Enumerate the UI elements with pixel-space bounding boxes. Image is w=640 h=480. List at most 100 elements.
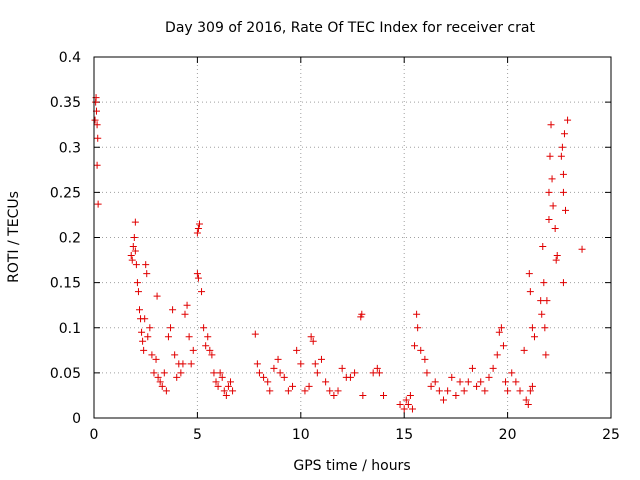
- y-tick-label: 0.15: [50, 276, 81, 292]
- plot-frame: [93, 56, 612, 419]
- data-point: [477, 378, 485, 386]
- data-point: [198, 288, 206, 296]
- data-point: [200, 324, 208, 332]
- data-point: [193, 270, 201, 278]
- data-point: [408, 405, 416, 413]
- data-point: [208, 351, 216, 359]
- data-point: [135, 306, 143, 314]
- data-point: [427, 382, 435, 390]
- data-point: [524, 400, 532, 408]
- data-point: [255, 369, 263, 377]
- x-tick-label: 25: [602, 427, 620, 443]
- data-point: [495, 328, 503, 336]
- data-point: [141, 315, 149, 323]
- data-point: [260, 373, 268, 381]
- data-point: [187, 360, 195, 368]
- data-point: [549, 202, 557, 210]
- data-point: [562, 206, 570, 214]
- data-point: [140, 346, 148, 354]
- x-tick-label: 0: [90, 427, 99, 443]
- data-point: [396, 400, 404, 408]
- data-point: [91, 116, 99, 124]
- data-point: [525, 270, 533, 278]
- data-point: [280, 373, 288, 381]
- data-point: [545, 215, 553, 223]
- data-point: [421, 355, 429, 363]
- x-tick-label: 10: [292, 427, 310, 443]
- x-tick-label: 20: [499, 427, 517, 443]
- data-point: [413, 310, 421, 318]
- data-point: [146, 324, 154, 332]
- data-point: [202, 342, 210, 350]
- data-point: [553, 252, 561, 260]
- data-point: [214, 382, 222, 390]
- data-point: [93, 161, 101, 169]
- data-point: [218, 373, 226, 381]
- data-point: [193, 229, 201, 237]
- data-point: [489, 364, 497, 372]
- data-point: [346, 373, 354, 381]
- data-point: [520, 346, 528, 354]
- data-point: [130, 234, 138, 241]
- data-point: [322, 378, 330, 386]
- data-point: [266, 387, 274, 395]
- data-point: [448, 373, 456, 381]
- data-point: [226, 378, 234, 386]
- data-point: [251, 330, 259, 338]
- data-point: [557, 152, 565, 160]
- data-point: [380, 391, 388, 399]
- x-tick-label: 5: [193, 427, 202, 443]
- data-point: [404, 400, 412, 408]
- data-point: [305, 382, 313, 390]
- data-point: [307, 333, 315, 341]
- y-axis-label: ROTI / TECUs: [6, 191, 22, 283]
- data-point: [481, 387, 489, 395]
- data-point: [167, 324, 175, 332]
- data-point: [512, 378, 520, 386]
- data-point: [326, 387, 334, 395]
- data-point: [552, 256, 560, 264]
- data-point: [545, 188, 553, 196]
- data-point: [134, 288, 142, 296]
- data-point: [309, 337, 317, 345]
- data-point: [94, 200, 102, 208]
- data-point: [311, 360, 319, 368]
- data-point: [181, 310, 189, 318]
- data-point: [229, 387, 237, 395]
- data-point: [131, 218, 139, 226]
- data-point: [499, 342, 507, 350]
- data-point: [153, 292, 161, 300]
- data-point: [224, 382, 232, 390]
- data-point: [127, 252, 135, 260]
- data-point: [284, 387, 292, 395]
- data-point: [179, 360, 187, 368]
- data-point: [369, 369, 377, 377]
- data-point: [132, 261, 140, 269]
- y-tick-label: 0: [72, 411, 81, 427]
- y-tick-label: 0.25: [50, 185, 81, 201]
- data-point: [485, 373, 493, 381]
- data-point: [541, 324, 549, 332]
- data-point: [528, 382, 536, 390]
- data-point: [183, 301, 191, 309]
- data-point: [264, 378, 272, 386]
- data-point: [528, 324, 536, 332]
- data-point: [144, 333, 152, 341]
- data-point: [160, 369, 168, 377]
- data-point: [162, 387, 170, 395]
- data-point: [220, 387, 228, 395]
- data-point: [431, 378, 439, 386]
- data-point: [129, 243, 137, 251]
- data-point: [551, 224, 559, 232]
- data-point: [460, 387, 468, 395]
- data-points: [91, 94, 586, 413]
- data-point: [206, 346, 214, 354]
- data-point: [546, 152, 554, 160]
- data-point: [538, 310, 546, 318]
- chart-title: Day 309 of 2016, Rate Of TEC Index for r…: [165, 20, 535, 36]
- data-point: [185, 333, 193, 341]
- data-point: [317, 355, 325, 363]
- data-point: [142, 261, 150, 269]
- data-point: [548, 175, 556, 183]
